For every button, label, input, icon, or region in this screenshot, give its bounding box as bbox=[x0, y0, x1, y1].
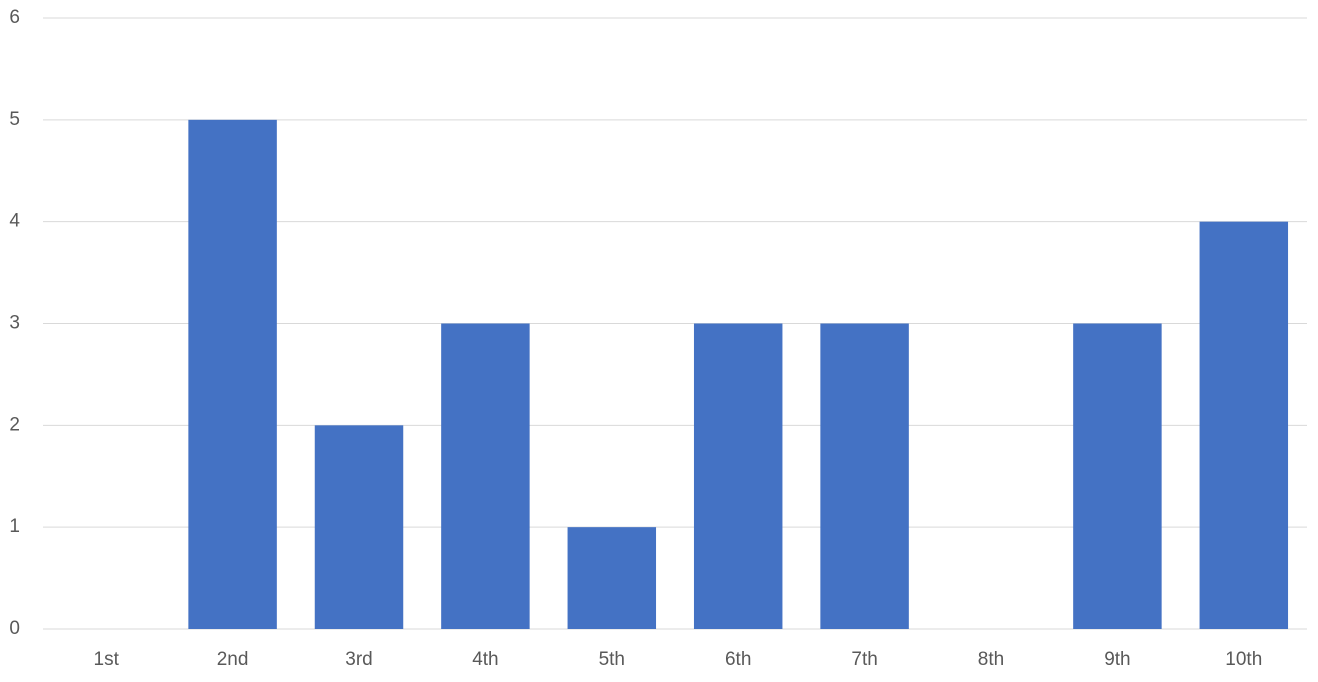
x-tick-label: 10th bbox=[1225, 649, 1262, 670]
x-tick-label: 6th bbox=[725, 649, 751, 670]
x-tick-label: 5th bbox=[599, 649, 625, 670]
y-tick-label: 4 bbox=[9, 211, 20, 232]
y-tick-label: 1 bbox=[9, 516, 20, 537]
y-tick-label: 3 bbox=[9, 313, 20, 334]
bar bbox=[314, 425, 404, 629]
x-tick-label: 7th bbox=[851, 649, 877, 670]
x-tick-label: 1st bbox=[94, 649, 120, 670]
x-tick-label: 3rd bbox=[345, 649, 372, 670]
x-tick-label: 8th bbox=[978, 649, 1004, 670]
bar bbox=[441, 323, 530, 629]
y-tick-label: 6 bbox=[9, 7, 20, 28]
y-tick-label: 5 bbox=[9, 109, 20, 130]
bar bbox=[820, 323, 909, 629]
bar bbox=[1073, 323, 1162, 629]
bar bbox=[188, 119, 277, 629]
bar bbox=[1199, 221, 1289, 629]
bar bbox=[567, 527, 657, 629]
y-tick-label: 0 bbox=[9, 618, 20, 639]
bar bbox=[693, 323, 783, 629]
x-tick-label: 2nd bbox=[217, 649, 249, 670]
x-tick-label: 4th bbox=[472, 649, 498, 670]
x-tick-label: 9th bbox=[1104, 649, 1130, 670]
y-tick-label: 2 bbox=[9, 414, 20, 435]
